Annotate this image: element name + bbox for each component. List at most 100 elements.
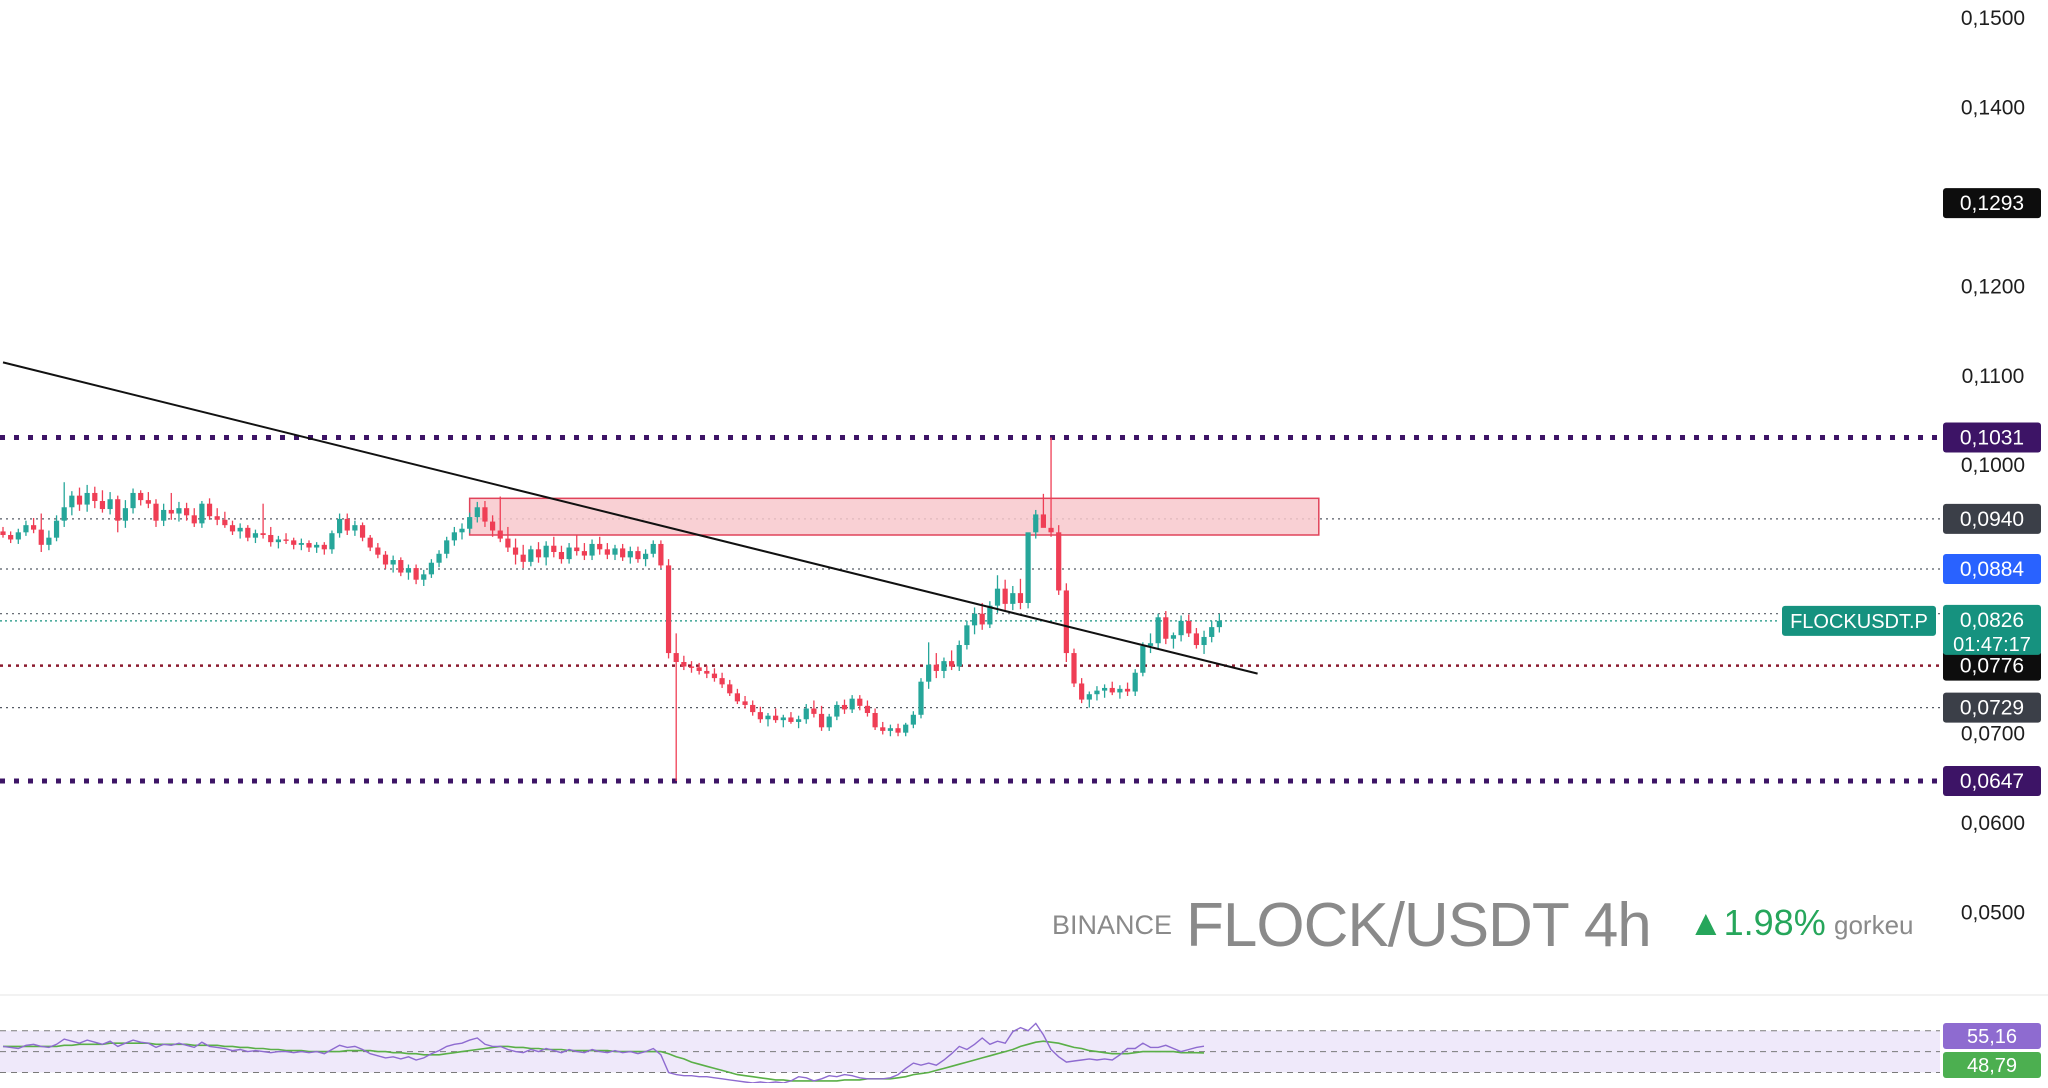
candle-body xyxy=(903,724,909,733)
candle-body xyxy=(107,499,113,510)
candle-body xyxy=(390,560,396,565)
candle-body xyxy=(558,551,565,560)
price-label-bg xyxy=(1943,503,2041,534)
symbol-tag: FLOCKUSDT.P xyxy=(1790,611,1928,633)
candle-body xyxy=(337,518,343,534)
candle-body xyxy=(971,613,978,626)
candle-body xyxy=(23,525,29,533)
candle-body xyxy=(245,527,251,538)
candle-body xyxy=(918,681,924,715)
candle-body xyxy=(849,698,855,710)
candle-body xyxy=(222,519,228,526)
candle-body xyxy=(1071,653,1077,684)
watermark-author: gorkeu xyxy=(1834,910,1914,940)
candle-body xyxy=(551,545,557,552)
candle-body xyxy=(329,533,335,550)
candle-body xyxy=(864,705,871,713)
candle-body xyxy=(811,708,817,714)
candle-body xyxy=(788,717,794,722)
candle-body xyxy=(436,553,442,563)
candle-body xyxy=(742,701,748,705)
candle-body xyxy=(46,537,52,545)
candle-body xyxy=(979,613,985,625)
candle-body xyxy=(711,673,718,679)
candle-body xyxy=(681,662,687,667)
candle-body xyxy=(344,518,350,531)
candle-body xyxy=(1086,694,1092,700)
candle-body xyxy=(451,532,457,541)
candle-body xyxy=(99,501,106,510)
candle-body xyxy=(421,574,427,580)
candle-body xyxy=(321,544,327,550)
price-label-bg xyxy=(1943,692,2041,723)
candle-body xyxy=(15,532,21,540)
candle-body xyxy=(574,547,580,552)
current-price-value: 0,0826 xyxy=(1960,609,2024,632)
candle-body xyxy=(750,704,756,713)
candle-body xyxy=(1033,514,1039,533)
candle-body xyxy=(1025,532,1031,603)
candle-body xyxy=(1002,588,1008,604)
resistance-zone xyxy=(468,497,1320,536)
candle-body xyxy=(635,551,641,560)
candle-body xyxy=(627,551,633,558)
candle-body xyxy=(283,539,289,541)
candle-body xyxy=(1201,636,1207,646)
candle-body xyxy=(505,538,511,548)
candle-body xyxy=(306,543,312,548)
rsi-ma-label-bg xyxy=(1943,1052,2041,1078)
candle-body xyxy=(229,525,236,532)
price-label-bg xyxy=(1943,650,2041,681)
candle-body xyxy=(566,547,572,560)
candle-body xyxy=(1010,593,1016,604)
candle-body xyxy=(1094,690,1100,695)
axis-tick-label: 0,1000 xyxy=(1961,454,2025,477)
candle-body xyxy=(933,664,939,671)
candle-body xyxy=(161,509,167,521)
current-price-bg xyxy=(1943,604,2041,655)
candle-body xyxy=(76,495,83,505)
candle-body xyxy=(872,712,878,728)
candle-body xyxy=(359,525,366,538)
candle-body xyxy=(8,534,14,540)
price-label: 0,0940 xyxy=(1960,508,2024,531)
candle-body xyxy=(375,547,381,555)
candle-body xyxy=(1193,633,1199,646)
candle-body xyxy=(818,713,825,728)
candle-body xyxy=(780,717,786,721)
candle-body xyxy=(589,543,595,556)
candle-body xyxy=(1040,514,1046,528)
price-label-bg xyxy=(1943,188,2041,219)
candle-body xyxy=(1117,688,1123,693)
rsi-value-label: 55,16 xyxy=(1967,1026,2017,1048)
candle-body xyxy=(796,719,802,722)
candle-body xyxy=(130,492,136,509)
candle-body xyxy=(841,704,848,710)
candle-body xyxy=(704,670,710,674)
axis-tick-label: 0,1500 xyxy=(1961,7,2025,30)
candle-body xyxy=(252,533,259,538)
candle-body xyxy=(184,508,190,516)
candle-body xyxy=(138,492,144,501)
candle-body xyxy=(314,544,320,548)
candle-body xyxy=(398,560,404,573)
candle-body xyxy=(214,516,220,520)
watermark-pair-timeframe: FLOCK/USDT 4h xyxy=(1186,891,1652,960)
candle-body xyxy=(512,547,519,555)
candle-body xyxy=(910,714,916,725)
candle-body xyxy=(956,645,962,667)
countdown-label: 01:47:17 xyxy=(1953,634,2031,656)
price-label: 0,0776 xyxy=(1960,655,2024,678)
candle-body xyxy=(688,666,695,668)
candle-body xyxy=(1170,635,1177,639)
candle-body xyxy=(145,500,151,504)
candle-body xyxy=(528,549,534,562)
candle-body xyxy=(199,503,205,524)
watermark-exchange: BINANCE xyxy=(1052,910,1173,940)
price-axis[interactable]: 0,1500 0,1400 0,1200 0,1100 0,1000 0,0700 0,06… xyxy=(1961,7,2025,924)
candle-body xyxy=(1186,620,1192,634)
candle-body xyxy=(298,543,304,545)
candle-body xyxy=(115,499,121,521)
